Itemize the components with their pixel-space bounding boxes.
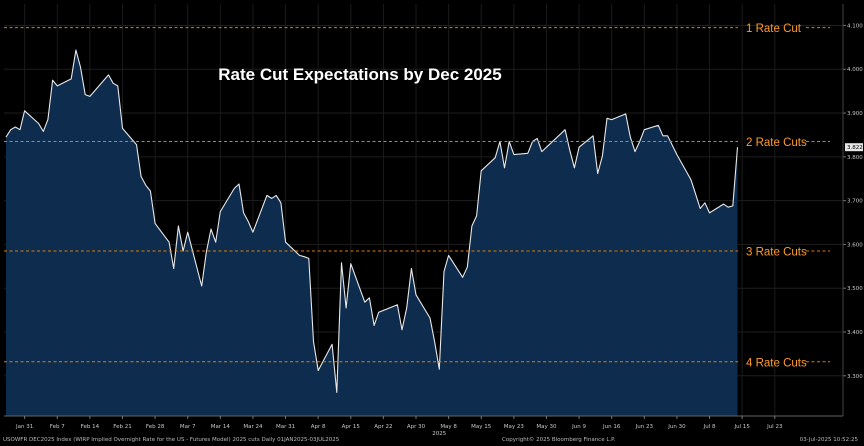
y-tick-label: 4.000 xyxy=(847,67,863,73)
y-tick-label: 4.100 xyxy=(847,23,863,29)
x-tick-label: Apr 8 xyxy=(311,424,326,430)
x-tick-label: May 8 xyxy=(440,424,457,430)
x-tick-label: Jun 30 xyxy=(667,424,686,430)
x-tick-label: Apr 15 xyxy=(342,424,361,430)
last-value-box xyxy=(845,143,863,152)
level-label: 1 Rate Cut xyxy=(746,23,802,35)
x-year-label: 2025 xyxy=(432,431,446,436)
y-tick-label: 3.500 xyxy=(847,286,863,292)
level-label: 2 Rate Cuts xyxy=(746,137,807,149)
x-tick-label: May 15 xyxy=(471,424,492,430)
y-tick-label: 3.700 xyxy=(847,199,863,205)
x-tick-label: Jul 23 xyxy=(766,424,783,430)
last-value-label: 3.822 xyxy=(847,145,863,151)
rate-cut-chart: 1 Rate Cut 2 Rate Cuts 3 Rate Cuts 4 Rate C… xyxy=(4,4,864,436)
y-tick-label: 3.900 xyxy=(847,111,863,117)
x-tick-label: Jun 23 xyxy=(635,424,654,430)
x-tick-label: Jun 9 xyxy=(571,424,586,430)
footer-copyright: Copyright© 2025 Bloomberg Finance L.P. xyxy=(502,437,616,443)
axis: 3.300 3.400 3.500 3.600 3.700 3.800 3.900 4.000… xyxy=(4,4,863,436)
y-tick-label: 3.400 xyxy=(847,330,863,336)
level-label: 3 Rate Cuts xyxy=(746,246,807,258)
x-tick-label: Apr 30 xyxy=(407,424,426,430)
y-tick-label: 3.600 xyxy=(847,242,863,248)
footer: USOWFR DEC2025 Index (WIRP Implied Overn… xyxy=(0,436,864,446)
series-line xyxy=(5,49,739,393)
x-tick-label: Jun 16 xyxy=(602,424,621,430)
x-tick-label: Mar 24 xyxy=(243,424,263,430)
x-tick-label: Mar 14 xyxy=(211,424,231,430)
chart-title: Rate Cut Expectations by Dec 2025 xyxy=(218,65,501,84)
x-tick-label: Mar 7 xyxy=(180,424,196,430)
x-tick-label: Feb 28 xyxy=(146,424,165,430)
y-tick-label: 3.800 xyxy=(847,155,863,161)
footer-source: USOWFR DEC2025 Index (WIRP Implied Overn… xyxy=(3,437,340,443)
x-tick-label: Mar 31 xyxy=(276,424,295,430)
y-tick-label: 3.300 xyxy=(847,374,863,380)
x-tick-label: Apr 22 xyxy=(374,424,392,430)
x-tick-label: Jan 31 xyxy=(15,424,33,430)
x-tick-label: Feb 7 xyxy=(50,424,65,430)
x-tick-label: May 23 xyxy=(504,424,525,430)
level-lines: 1 Rate Cut 2 Rate Cuts 3 Rate Cuts 4 Rate C… xyxy=(4,23,830,369)
x-tick-label: Feb 14 xyxy=(81,424,100,430)
footer-timestamp: 03-Jul-2025 10:52:25 xyxy=(799,437,858,443)
x-tick-label: Jul 15 xyxy=(733,424,750,430)
x-tick-label: May 30 xyxy=(536,424,557,430)
x-tick-label: Feb 21 xyxy=(113,424,132,430)
x-tick-label: Jul 8 xyxy=(703,424,716,430)
level-label: 4 Rate Cuts xyxy=(746,357,807,369)
